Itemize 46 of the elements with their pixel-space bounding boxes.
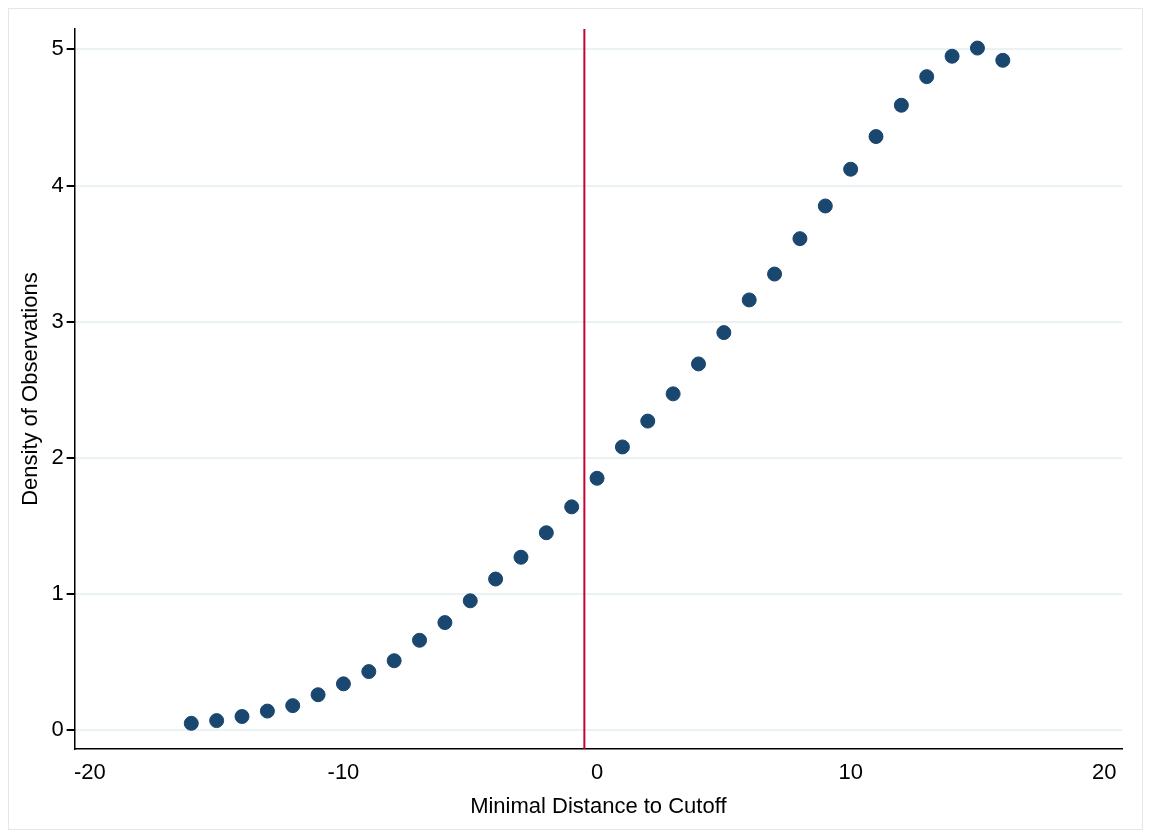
point — [716, 325, 732, 341]
point — [183, 715, 199, 731]
point — [564, 499, 580, 515]
point — [589, 470, 605, 486]
y-tick-label: 1 — [51, 580, 64, 606]
point — [513, 549, 529, 565]
point — [462, 593, 478, 609]
x-tick-label: -10 — [327, 759, 360, 785]
x-axis-title: Minimal Distance to Cutoff — [470, 792, 728, 818]
point — [437, 615, 453, 631]
y-tick-label: 4 — [51, 171, 64, 197]
x-tick-label: 0 — [590, 759, 604, 785]
x-tick-label: -20 — [73, 759, 106, 785]
point — [538, 525, 554, 541]
point — [741, 292, 757, 308]
y-tick-label: 0 — [51, 716, 64, 742]
point — [843, 161, 859, 177]
point — [767, 266, 783, 282]
x-tick-label: 20 — [1092, 759, 1117, 785]
point — [944, 48, 960, 64]
point — [792, 231, 808, 247]
y-axis-title: Density of Observations — [17, 272, 43, 506]
point — [488, 571, 504, 587]
point — [412, 632, 428, 648]
point — [310, 687, 326, 703]
y-tick-label: 5 — [51, 35, 64, 61]
point — [868, 129, 884, 145]
point — [969, 40, 985, 56]
point — [665, 386, 681, 402]
point — [614, 439, 630, 455]
point — [386, 653, 402, 669]
point — [690, 356, 706, 372]
y-tick-label: 2 — [51, 443, 64, 469]
y-tick-label: 3 — [51, 307, 64, 333]
point — [893, 97, 909, 113]
point — [335, 676, 351, 692]
point — [361, 664, 377, 680]
point — [285, 698, 301, 714]
point — [919, 69, 935, 85]
point — [640, 413, 656, 429]
point — [995, 52, 1011, 68]
point — [817, 198, 833, 214]
point — [234, 709, 250, 725]
x-tick-label: 10 — [838, 759, 863, 785]
point — [259, 703, 275, 719]
point — [209, 713, 225, 729]
